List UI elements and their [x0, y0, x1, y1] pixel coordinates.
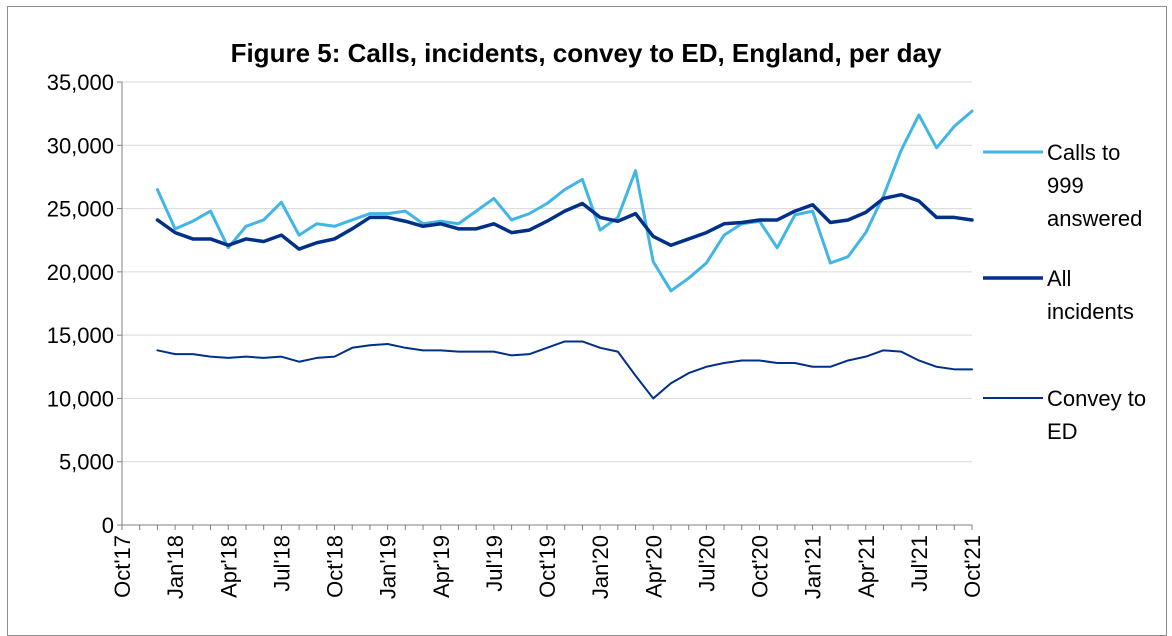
- y-tick-label: 20,000: [47, 260, 114, 285]
- legend-label: 999: [1047, 173, 1084, 198]
- y-tick-label: 35,000: [47, 70, 114, 95]
- y-tick-label: 15,000: [47, 323, 114, 348]
- x-tick-label: Oct'19: [535, 535, 560, 598]
- x-tick-label: Jul'20: [694, 535, 719, 592]
- y-tick-label: 30,000: [47, 133, 114, 158]
- x-tick-label: Apr'18: [216, 535, 241, 598]
- x-tick-label: Oct'18: [323, 535, 348, 598]
- x-tick-label: Oct'17: [110, 535, 135, 598]
- legend-label: Calls to: [1047, 140, 1120, 165]
- x-tick-label: Apr'21: [854, 535, 879, 598]
- axes: 0 5,000 10,000 15,000 20,000 25,000 30,000 35,0…: [47, 70, 985, 599]
- x-tick-label: Jul'18: [269, 535, 294, 592]
- line-chart: Figure 5: Calls, incidents, convey to ED…: [47, 38, 1146, 599]
- series-line-convey-to-ed: [156, 340, 973, 400]
- legend-label: incidents: [1047, 299, 1134, 324]
- legend-label: Convey to: [1047, 386, 1146, 411]
- legend: Calls to 999 answered All incidents Convey to…: [983, 140, 1146, 444]
- legend-label: answered: [1047, 206, 1142, 231]
- series-line-calls-to-999-answered: [155, 109, 974, 293]
- chart-title: Figure 5: Calls, incidents, convey to ED…: [231, 38, 942, 68]
- x-tick-label: Oct'20: [748, 535, 773, 598]
- x-tick-label: Jul'21: [907, 535, 932, 592]
- x-tick-label: Jan'19: [376, 535, 401, 599]
- y-tick-label: 25,000: [47, 197, 114, 222]
- x-tick-label: Apr'19: [429, 535, 454, 598]
- series-lines: [155, 109, 974, 400]
- x-tick-label: Jan'20: [588, 535, 613, 599]
- gridlines: [122, 81, 972, 463]
- y-tick-label: 5,000: [59, 450, 114, 475]
- x-tick-label: Jul'19: [482, 535, 507, 592]
- x-tick-label: Apr'20: [641, 535, 666, 598]
- series-line-all-incidents: [155, 192, 974, 251]
- x-tick-label: Oct'21: [960, 535, 985, 598]
- x-tick-label: Jan'18: [163, 535, 188, 599]
- legend-label: All: [1047, 266, 1071, 291]
- legend-label: ED: [1047, 419, 1078, 444]
- y-tick-label: 10,000: [47, 386, 114, 411]
- y-tick-label: 0: [102, 513, 114, 538]
- x-tick-label: Jan'21: [801, 535, 826, 599]
